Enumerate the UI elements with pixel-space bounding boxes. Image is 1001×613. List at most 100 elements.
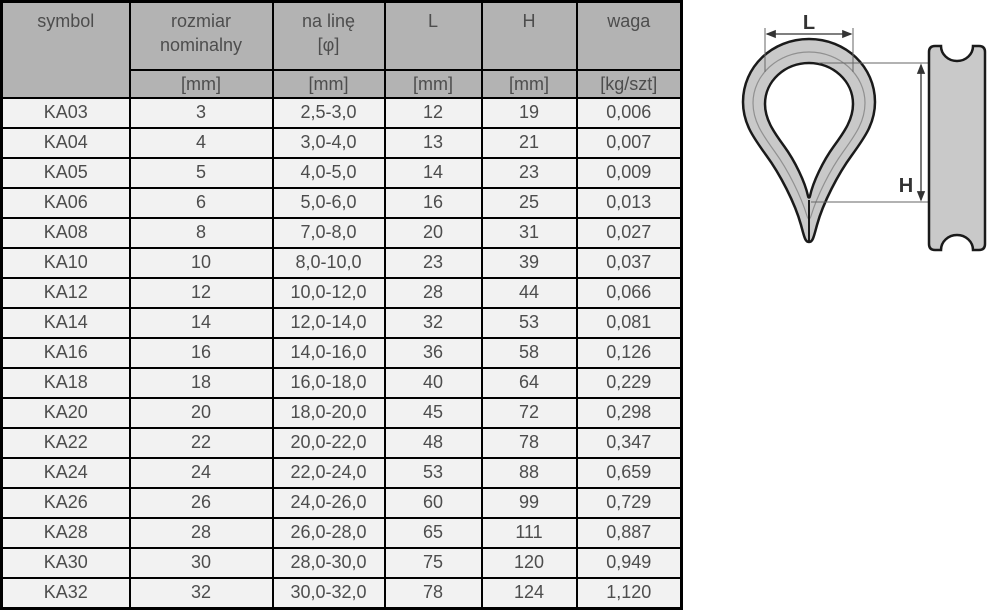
table-cell: KA24 — [0, 456, 131, 489]
table-cell: 12,0-14,0 — [271, 306, 386, 339]
table-cell: 14 — [383, 156, 483, 189]
table-cell: 78 — [383, 576, 483, 610]
column-header-label: rozmiar — [170, 11, 231, 31]
table-cell: 22,0-24,0 — [271, 456, 386, 489]
table-cell: 40 — [383, 366, 483, 399]
table-cell: 20 — [128, 396, 274, 429]
column-header-label: nominalny — [159, 35, 243, 55]
table-cell: 0,081 — [575, 306, 683, 339]
table-cell: 0,007 — [575, 126, 683, 159]
table-cell: 4,0-5,0 — [271, 156, 386, 189]
table-cell: 5 — [128, 156, 274, 189]
column-header-label: [φ] — [317, 35, 340, 55]
table-cell: 58 — [480, 336, 578, 369]
table-cell: 14,0-16,0 — [271, 336, 386, 369]
table-cell: 78 — [480, 426, 578, 459]
unit-L: [mm] — [383, 69, 483, 99]
table-row: KA06 6 5,0-6,0 16 25 0,013 — [0, 186, 683, 219]
table-cell: 30 — [128, 546, 274, 579]
table-cell: 4 — [128, 126, 274, 159]
table-cell: 23 — [480, 156, 578, 189]
table-cell: 24 — [128, 456, 274, 489]
thimble-side-view — [927, 44, 987, 252]
column-header-label: H — [522, 11, 536, 31]
table-cell: 12 — [383, 97, 483, 129]
column-header-H: H — [480, 0, 578, 71]
table-row: KA12 12 10,0-12,0 28 44 0,066 — [0, 276, 683, 309]
table-cell: KA20 — [0, 396, 131, 429]
table-cell: 20 — [383, 216, 483, 249]
table-cell: KA08 — [0, 216, 131, 249]
table-row: KA03 3 2,5-3,0 12 19 0,006 — [0, 97, 683, 129]
table-cell: 1,120 — [575, 576, 683, 610]
table-cell: 14 — [128, 306, 274, 339]
table-cell: 44 — [480, 276, 578, 309]
table-cell: KA30 — [0, 546, 131, 579]
table-cell: KA26 — [0, 486, 131, 519]
dimension-label-H: H — [899, 175, 913, 197]
column-header-label: na linę — [301, 11, 356, 31]
column-header-na-line: na linę [φ] — [271, 0, 386, 71]
table-row: KA20 20 18,0-20,0 45 72 0,298 — [0, 396, 683, 429]
column-header-waga: waga — [575, 0, 683, 71]
table-cell: KA28 — [0, 516, 131, 549]
table-body: KA03 3 2,5-3,0 12 19 0,006 KA04 4 3,0-4,0 13 21 0,0… — [0, 97, 683, 610]
table-row: KA16 16 14,0-16,0 36 58 0,126 — [0, 336, 683, 369]
table-cell: 7,0-8,0 — [271, 216, 386, 249]
table-cell: 16 — [128, 336, 274, 369]
table-cell: KA32 — [0, 576, 131, 610]
table-cell: 111 — [480, 516, 578, 549]
table-cell: 0,298 — [575, 396, 683, 429]
table-cell: 32 — [128, 576, 274, 610]
table-row: KA18 18 16,0-18,0 40 64 0,229 — [0, 366, 683, 399]
table-cell: 124 — [480, 576, 578, 610]
table-cell: 0,659 — [575, 456, 683, 489]
unit-na-line: [mm] — [271, 69, 386, 99]
table-cell: 21 — [480, 126, 578, 159]
table-cell: 53 — [480, 306, 578, 339]
column-header-label: L — [427, 11, 438, 31]
table-row: KA22 22 20,0-22,0 48 78 0,347 — [0, 426, 683, 459]
table-cell: 16,0-18,0 — [271, 366, 386, 399]
table-cell: 28 — [383, 276, 483, 309]
table-cell: 19 — [480, 97, 578, 129]
table-cell: 8,0-10,0 — [271, 246, 386, 279]
table-row: KA26 26 24,0-26,0 60 99 0,729 — [0, 486, 683, 519]
dimension-label-L: L — [803, 14, 815, 34]
table-cell: 24,0-26,0 — [271, 486, 386, 519]
table-cell: 0,027 — [575, 216, 683, 249]
header-name-row: symbol rozmiar nominalny na linę [φ] L H… — [0, 0, 683, 99]
table-cell: 3 — [128, 97, 274, 129]
table-cell: KA10 — [0, 246, 131, 279]
table-header: symbol rozmiar nominalny na linę [φ] L H… — [0, 0, 683, 99]
table-cell: 23 — [383, 246, 483, 279]
table-cell: 120 — [480, 546, 578, 579]
table-cell: 0,949 — [575, 546, 683, 579]
table-cell: KA14 — [0, 306, 131, 339]
table-cell: 10,0-12,0 — [271, 276, 386, 309]
table-cell: 26,0-28,0 — [271, 516, 386, 549]
table-cell: 64 — [480, 366, 578, 399]
header-unit-row: [mm] [mm] [mm] [mm] [kg/szt] — [2, 69, 683, 99]
table-cell: 0,037 — [575, 246, 683, 279]
table-cell: 0,009 — [575, 156, 683, 189]
column-header-symbol: symbol — [0, 0, 131, 99]
table-cell: 48 — [383, 426, 483, 459]
table-cell: 5,0-6,0 — [271, 186, 386, 219]
unit-H: [mm] — [480, 69, 578, 99]
table-cell: 75 — [383, 546, 483, 579]
unit-rozmiar: [mm] — [128, 69, 274, 99]
table-row: KA04 4 3,0-4,0 13 21 0,007 — [0, 126, 683, 159]
table-cell: KA18 — [0, 366, 131, 399]
table-row: KA30 30 28,0-30,0 75 120 0,949 — [0, 546, 683, 579]
column-header-L: L — [383, 0, 483, 71]
table-cell: 32 — [383, 306, 483, 339]
table-row: KA24 24 22,0-24,0 53 88 0,659 — [0, 456, 683, 489]
table-cell: 22 — [128, 426, 274, 459]
table-cell: 0,006 — [575, 97, 683, 129]
table-cell: 3,0-4,0 — [271, 126, 386, 159]
table-cell: KA22 — [0, 426, 131, 459]
table-cell: KA03 — [0, 97, 131, 129]
table-row: KA08 8 7,0-8,0 20 31 0,027 — [0, 216, 683, 249]
table-cell: 18,0-20,0 — [271, 396, 386, 429]
